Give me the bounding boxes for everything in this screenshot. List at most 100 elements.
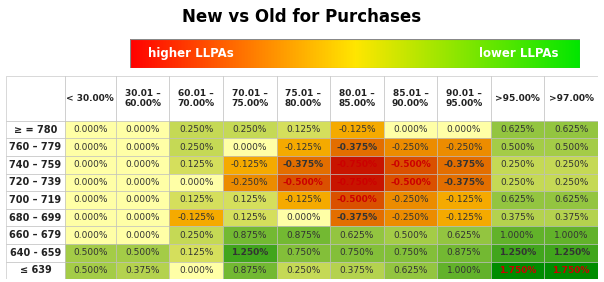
Bar	[235, 39, 237, 68]
Bar	[116, 121, 169, 138]
Bar	[530, 39, 532, 68]
Bar	[330, 191, 384, 209]
Bar	[434, 39, 436, 68]
Bar	[326, 39, 329, 68]
Bar	[502, 39, 504, 68]
Bar	[277, 226, 330, 244]
Bar	[545, 39, 547, 68]
Bar	[65, 76, 116, 121]
Bar	[523, 39, 525, 68]
Text: 30.01 –
60.00%: 30.01 – 60.00%	[124, 89, 161, 108]
Text: 1.000%: 1.000%	[554, 231, 588, 240]
Bar	[547, 39, 549, 68]
Bar	[207, 39, 208, 68]
Text: higher LLPAs: higher LLPAs	[148, 47, 234, 60]
Text: 0.250%: 0.250%	[179, 231, 213, 240]
Bar	[533, 39, 535, 68]
Bar	[472, 39, 474, 68]
Bar	[169, 226, 223, 244]
Bar	[227, 39, 230, 68]
Bar	[223, 191, 277, 209]
Text: 1.250%: 1.250%	[553, 248, 590, 257]
Text: -0.750%: -0.750%	[336, 178, 378, 187]
Bar	[143, 39, 146, 68]
Bar	[191, 39, 193, 68]
Bar	[161, 39, 163, 68]
Text: 85.01 –
90.00%: 85.01 – 90.00%	[392, 89, 429, 108]
Bar	[325, 39, 327, 68]
Text: 0.000%: 0.000%	[73, 231, 108, 240]
Bar	[288, 39, 289, 68]
Bar	[557, 39, 559, 68]
Bar	[365, 39, 367, 68]
Text: 0.625%: 0.625%	[393, 266, 428, 275]
Bar	[223, 244, 277, 262]
Text: 1.000%: 1.000%	[500, 231, 535, 240]
Bar	[544, 244, 598, 262]
Bar	[65, 174, 116, 191]
Bar	[454, 39, 456, 68]
Text: 0.125%: 0.125%	[179, 160, 213, 169]
Bar	[310, 39, 312, 68]
Bar	[355, 39, 357, 68]
Bar	[116, 174, 169, 191]
Text: 0.875%: 0.875%	[447, 248, 481, 257]
Text: 0.500%: 0.500%	[500, 143, 535, 152]
Bar	[556, 39, 557, 68]
Bar	[210, 39, 211, 68]
Text: 760 – 779: 760 – 779	[10, 142, 62, 152]
Text: >95.00%: >95.00%	[495, 94, 540, 103]
Text: 60.01 –
70.00%: 60.01 – 70.00%	[178, 89, 215, 108]
Text: 0.625%: 0.625%	[500, 195, 535, 204]
Bar	[489, 39, 490, 68]
Bar	[384, 191, 437, 209]
Text: 70.01 –
75.00%: 70.01 – 75.00%	[231, 89, 268, 108]
Bar	[526, 39, 528, 68]
Bar	[499, 39, 501, 68]
Bar	[238, 39, 240, 68]
Bar	[142, 39, 144, 68]
Bar	[185, 39, 187, 68]
Bar	[527, 39, 529, 68]
Bar	[169, 244, 223, 262]
Bar	[166, 39, 168, 68]
Bar	[573, 39, 574, 68]
Bar	[332, 39, 334, 68]
Bar	[361, 39, 363, 68]
Text: 0.500%: 0.500%	[73, 248, 108, 257]
Bar	[116, 191, 169, 209]
Bar	[463, 39, 465, 68]
Bar	[169, 209, 223, 226]
Bar	[145, 39, 147, 68]
Bar	[199, 39, 201, 68]
Bar	[188, 39, 190, 68]
Bar	[295, 39, 297, 68]
Bar	[491, 209, 544, 226]
Bar	[214, 39, 216, 68]
Bar	[330, 76, 384, 121]
Bar	[223, 76, 277, 121]
Text: 0.000%: 0.000%	[286, 213, 321, 222]
Bar	[451, 39, 453, 68]
Bar	[491, 226, 544, 244]
Text: 0.000%: 0.000%	[393, 125, 428, 134]
Bar	[419, 39, 422, 68]
Bar	[437, 226, 491, 244]
Bar	[431, 39, 433, 68]
Bar	[6, 156, 65, 174]
Bar	[477, 39, 478, 68]
Bar	[260, 39, 262, 68]
Bar	[6, 262, 65, 279]
Text: 0.000%: 0.000%	[73, 143, 108, 152]
Bar	[289, 39, 291, 68]
Bar	[553, 39, 555, 68]
Text: -0.250%: -0.250%	[391, 213, 429, 222]
Text: 0.000%: 0.000%	[126, 160, 160, 169]
Text: 0.125%: 0.125%	[233, 195, 267, 204]
Bar	[167, 39, 169, 68]
Bar	[137, 39, 140, 68]
Text: 0.875%: 0.875%	[233, 231, 267, 240]
Bar	[437, 156, 491, 174]
Bar	[277, 138, 330, 156]
Bar	[565, 39, 567, 68]
